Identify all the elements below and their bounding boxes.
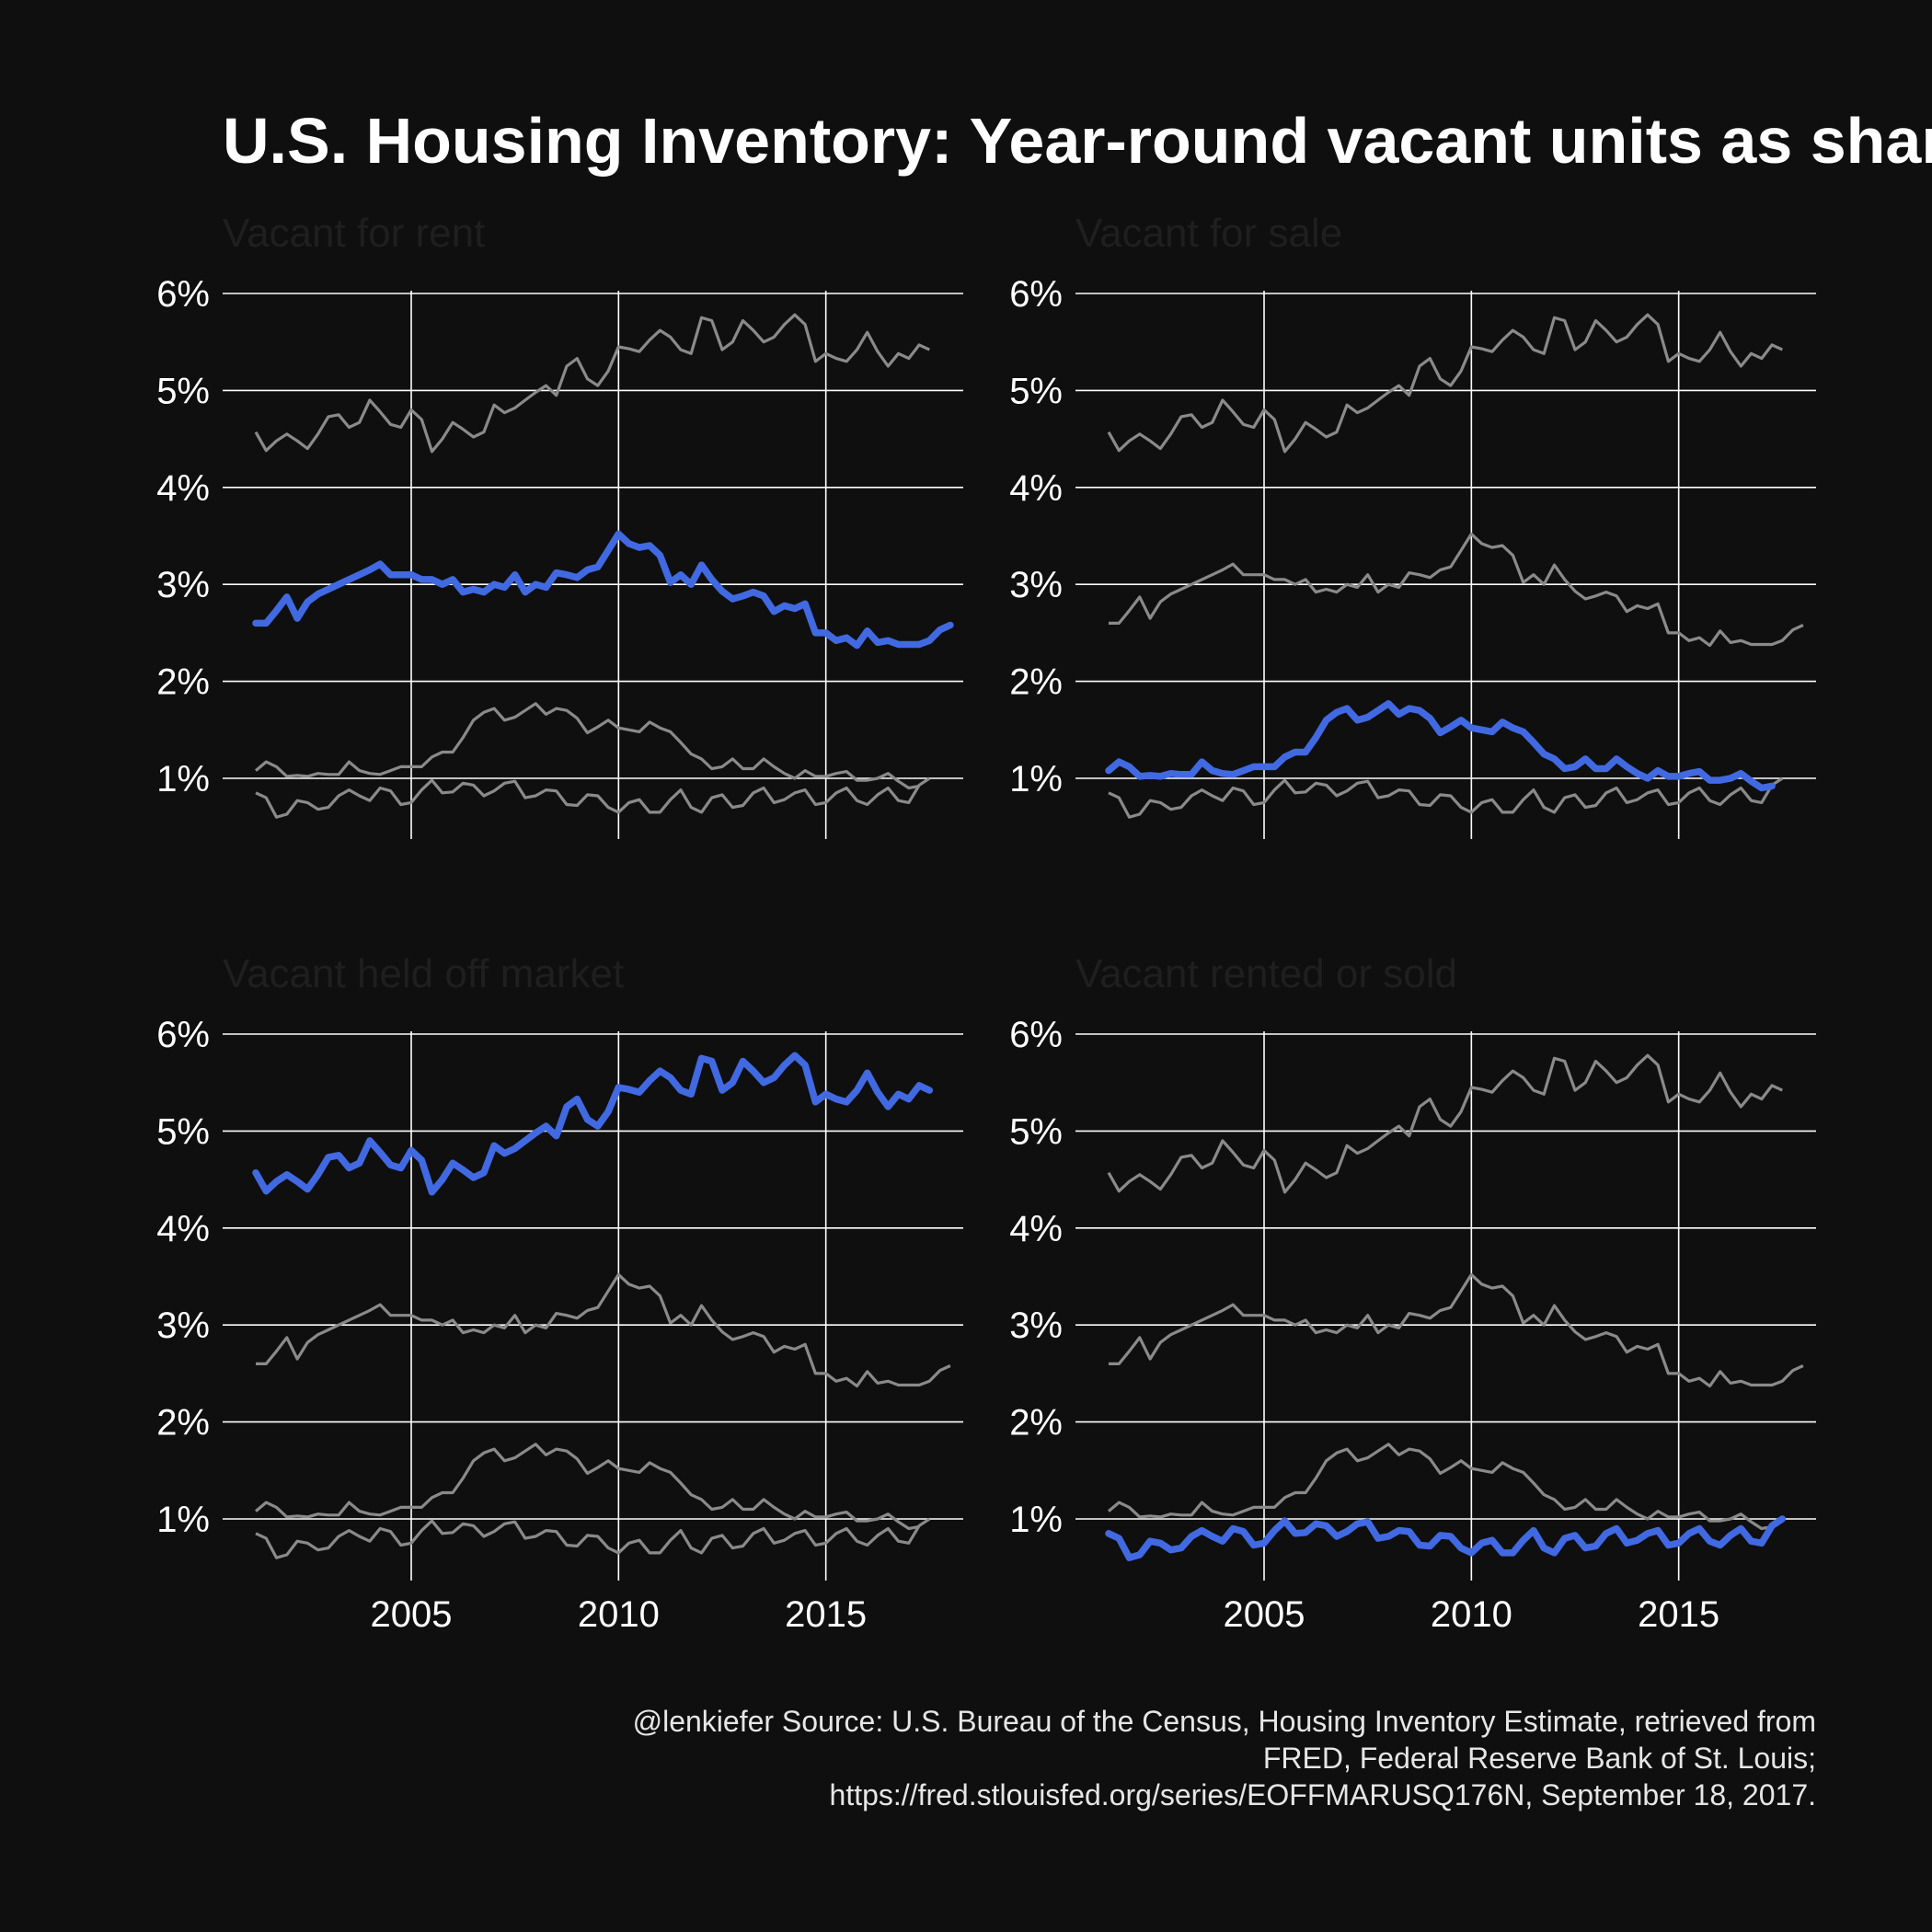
x-tick-label: 2015 bbox=[785, 1594, 867, 1635]
highlight-series-line bbox=[1105, 700, 1776, 792]
context-series-line bbox=[1107, 1053, 1783, 1194]
y-tick-label: 2% bbox=[156, 662, 210, 703]
y-tick-label: 5% bbox=[1009, 371, 1063, 411]
y-tick-label: 1% bbox=[1009, 759, 1063, 799]
caption-line-3: https://fred.stlouisfed.org/series/EOFFM… bbox=[830, 1778, 1816, 1811]
context-series-line bbox=[255, 776, 931, 819]
y-tick-label: 1% bbox=[1009, 1500, 1063, 1540]
panel-3: Vacant held off market 1% 2% 3% 4% 5% 6% 2005 20… bbox=[156, 951, 963, 1635]
x-tick-label: 2005 bbox=[371, 1594, 453, 1635]
caption-line-2: FRED, Federal Reserve Bank of St. Louis; bbox=[1263, 1742, 1816, 1775]
chart-title: U.S. Housing Inventory: Year-round vacan… bbox=[223, 105, 1932, 177]
y-tick-label: 4% bbox=[1009, 1209, 1063, 1249]
y-tick-label: 4% bbox=[156, 468, 210, 509]
panel-4: Vacant rented or sold 1% 2% 3% 4% 5% 6% 2005 201… bbox=[1009, 951, 1816, 1635]
y-tick-label: 6% bbox=[1009, 274, 1063, 315]
context-series-line bbox=[1109, 1272, 1804, 1388]
y-tick-label: 5% bbox=[156, 371, 210, 411]
context-series-line bbox=[1107, 313, 1783, 454]
panel-1: Vacant for rent 1% 2% 3% 4% 5% 6% bbox=[156, 211, 963, 839]
y-tick-label: 2% bbox=[156, 1403, 210, 1443]
x-tick-label: 2010 bbox=[1431, 1594, 1512, 1635]
context-series-line bbox=[1109, 532, 1804, 648]
y-tick-label: 2% bbox=[1009, 1403, 1063, 1443]
y-tick-label: 4% bbox=[1009, 468, 1063, 509]
panel-2: Vacant for sale 1% 2% 3% 4% 5% 6% bbox=[1009, 211, 1816, 839]
y-tick-label: 3% bbox=[156, 565, 210, 605]
x-tick-label: 2010 bbox=[578, 1594, 660, 1635]
highlight-series-line bbox=[1105, 1515, 1787, 1561]
y-tick-label: 3% bbox=[1009, 1305, 1063, 1346]
y-tick-label: 5% bbox=[156, 1111, 210, 1152]
caption-line-1: @lenkiefer Source: U.S. Bureau of the Ce… bbox=[633, 1705, 1816, 1738]
highlight-series-line bbox=[252, 530, 954, 650]
y-tick-label: 5% bbox=[1009, 1111, 1063, 1152]
panel-title: Vacant for sale bbox=[1075, 211, 1342, 256]
y-tick-label: 3% bbox=[1009, 565, 1063, 605]
context-series-line bbox=[254, 1443, 920, 1531]
y-tick-label: 6% bbox=[156, 1015, 210, 1055]
context-series-line bbox=[1107, 1443, 1773, 1531]
y-tick-label: 1% bbox=[156, 759, 210, 799]
highlight-series-line bbox=[252, 1052, 934, 1196]
context-series-line bbox=[254, 702, 920, 790]
y-tick-label: 3% bbox=[156, 1305, 210, 1346]
x-tick-label: 2005 bbox=[1224, 1594, 1305, 1635]
context-series-line bbox=[255, 1517, 931, 1559]
y-tick-label: 6% bbox=[1009, 1015, 1063, 1055]
context-series-line bbox=[254, 313, 930, 454]
context-series-line bbox=[1108, 776, 1784, 819]
x-tick-label: 2015 bbox=[1638, 1594, 1719, 1635]
y-tick-label: 6% bbox=[156, 274, 210, 315]
y-tick-label: 2% bbox=[1009, 662, 1063, 703]
y-tick-label: 1% bbox=[156, 1500, 210, 1540]
panel-title: Vacant rented or sold bbox=[1075, 951, 1457, 996]
panel-title: Vacant held off market bbox=[223, 951, 624, 996]
panel-title: Vacant for rent bbox=[223, 211, 485, 256]
y-tick-label: 4% bbox=[156, 1209, 210, 1249]
context-series-line bbox=[256, 1272, 951, 1388]
